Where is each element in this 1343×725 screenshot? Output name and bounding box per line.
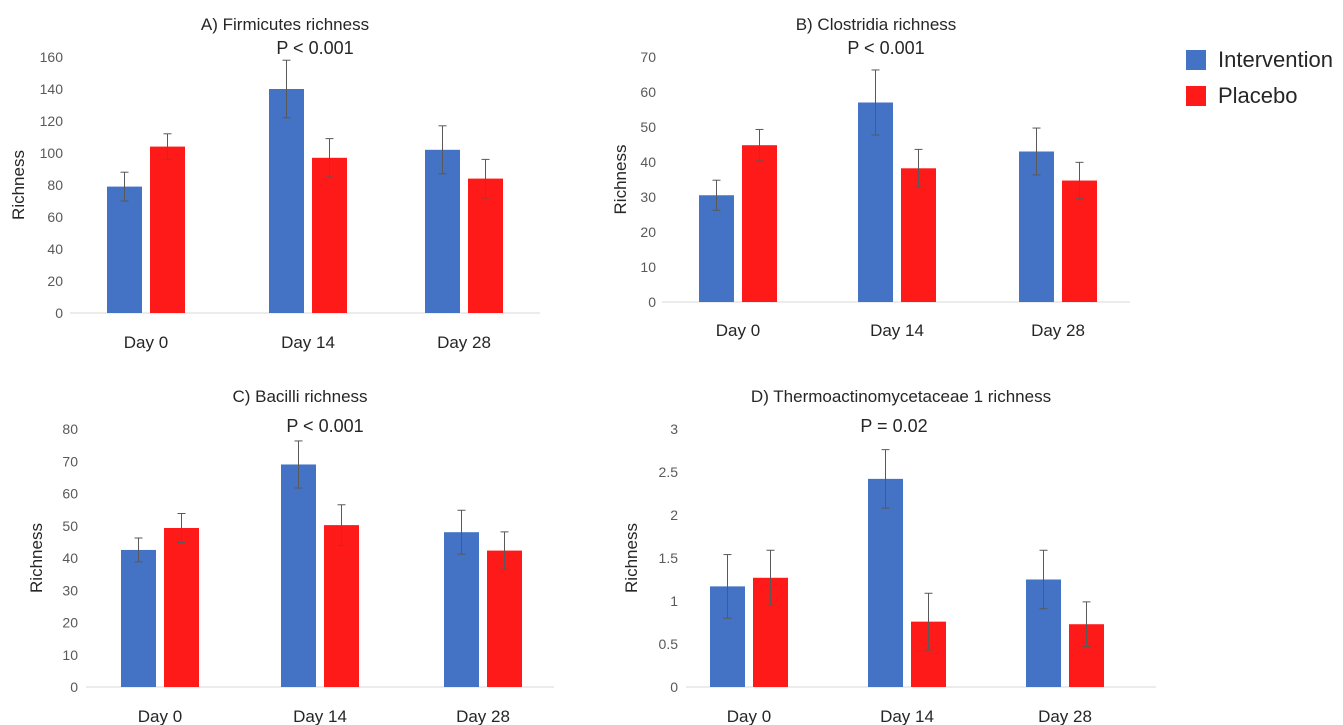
y-tick-label: 0 — [55, 305, 63, 321]
chart-title: B) Clostridia richness — [796, 15, 957, 34]
legend-item-intervention: Intervention — [1186, 42, 1333, 78]
bar-intervention — [269, 89, 304, 313]
chart-title: A) Firmicutes richness — [201, 15, 369, 34]
y-tick-label: 140 — [40, 81, 64, 97]
x-category-label: Day 28 — [456, 707, 510, 725]
legend-label-intervention: Intervention — [1218, 47, 1333, 72]
bar-intervention — [699, 195, 734, 302]
p-value-annotation: P < 0.001 — [286, 416, 363, 436]
x-category-label: Day 14 — [293, 707, 347, 725]
bar-intervention — [121, 549, 156, 687]
p-value-annotation: P = 0.02 — [860, 416, 927, 436]
x-category-label: Day 28 — [1031, 321, 1085, 340]
y-tick-label: 3 — [670, 421, 678, 437]
chart-title: C) Bacilli richness — [232, 387, 367, 406]
y-tick-label: 40 — [62, 550, 78, 566]
y-tick-label: 2 — [670, 507, 678, 523]
y-tick-label: 160 — [40, 49, 64, 65]
chart-title: D) Thermoactinomycetaceae 1 richness — [751, 387, 1051, 406]
bar-placebo — [324, 525, 359, 687]
bar-placebo — [312, 157, 347, 313]
x-category-label: Day 28 — [1038, 707, 1092, 725]
y-tick-label: 2.5 — [659, 464, 679, 480]
y-tick-label: 40 — [47, 241, 63, 257]
y-tick-label: 60 — [640, 84, 656, 100]
y-tick-label: 60 — [62, 486, 78, 502]
bar-intervention — [868, 478, 903, 687]
x-category-label: Day 14 — [870, 321, 924, 340]
bar-intervention — [1019, 151, 1054, 302]
y-tick-label: 30 — [62, 582, 78, 598]
y-tick-label: 70 — [640, 49, 656, 65]
y-axis-label: Richness — [9, 150, 28, 220]
y-tick-label: 50 — [640, 119, 656, 135]
legend-swatch-placebo — [1186, 86, 1206, 106]
y-tick-label: 10 — [640, 259, 656, 275]
bar-placebo — [164, 528, 199, 687]
y-tick-label: 20 — [62, 615, 78, 631]
x-category-label: Day 14 — [281, 333, 335, 352]
bar-intervention — [858, 102, 893, 302]
y-tick-label: 80 — [47, 177, 63, 193]
p-value-annotation: P < 0.001 — [847, 38, 924, 58]
legend: Intervention Placebo — [1186, 42, 1333, 114]
legend-label-placebo: Placebo — [1218, 83, 1298, 108]
bar-placebo — [487, 550, 522, 687]
x-category-label: Day 28 — [437, 333, 491, 352]
y-tick-label: 80 — [62, 421, 78, 437]
x-category-label: Day 0 — [124, 333, 168, 352]
y-tick-label: 40 — [640, 154, 656, 170]
y-tick-label: 20 — [640, 224, 656, 240]
x-category-label: Day 0 — [727, 707, 771, 725]
y-tick-label: 50 — [62, 518, 78, 534]
legend-item-placebo: Placebo — [1186, 78, 1333, 114]
y-axis-label: Richness — [27, 523, 46, 593]
y-tick-label: 60 — [47, 209, 63, 225]
y-tick-label: 20 — [47, 273, 63, 289]
y-tick-label: 70 — [62, 453, 78, 469]
y-tick-label: 100 — [40, 145, 64, 161]
y-tick-label: 0 — [670, 679, 678, 695]
bar-placebo — [742, 145, 777, 302]
bar-intervention — [444, 532, 479, 687]
y-tick-label: 1 — [670, 593, 678, 609]
x-category-label: Day 0 — [716, 321, 760, 340]
legend-swatch-intervention — [1186, 50, 1206, 70]
bar-placebo — [468, 178, 503, 313]
bar-placebo — [150, 146, 185, 313]
x-category-label: Day 14 — [880, 707, 934, 725]
y-axis-label: Richness — [611, 145, 630, 215]
bar-intervention — [107, 186, 142, 313]
y-tick-label: 1.5 — [659, 550, 679, 566]
bar-placebo — [901, 168, 936, 302]
p-value-annotation: P < 0.001 — [276, 38, 353, 58]
y-tick-label: 10 — [62, 647, 78, 663]
x-category-label: Day 0 — [138, 707, 182, 725]
y-tick-label: 120 — [40, 113, 64, 129]
y-tick-label: 30 — [640, 189, 656, 205]
bar-placebo — [1062, 180, 1097, 302]
bar-intervention — [425, 149, 460, 313]
bar-intervention — [281, 464, 316, 687]
y-tick-label: 0.5 — [659, 636, 679, 652]
y-axis-label: Richness — [622, 523, 641, 593]
y-tick-label: 0 — [648, 294, 656, 310]
y-tick-label: 0 — [70, 679, 78, 695]
